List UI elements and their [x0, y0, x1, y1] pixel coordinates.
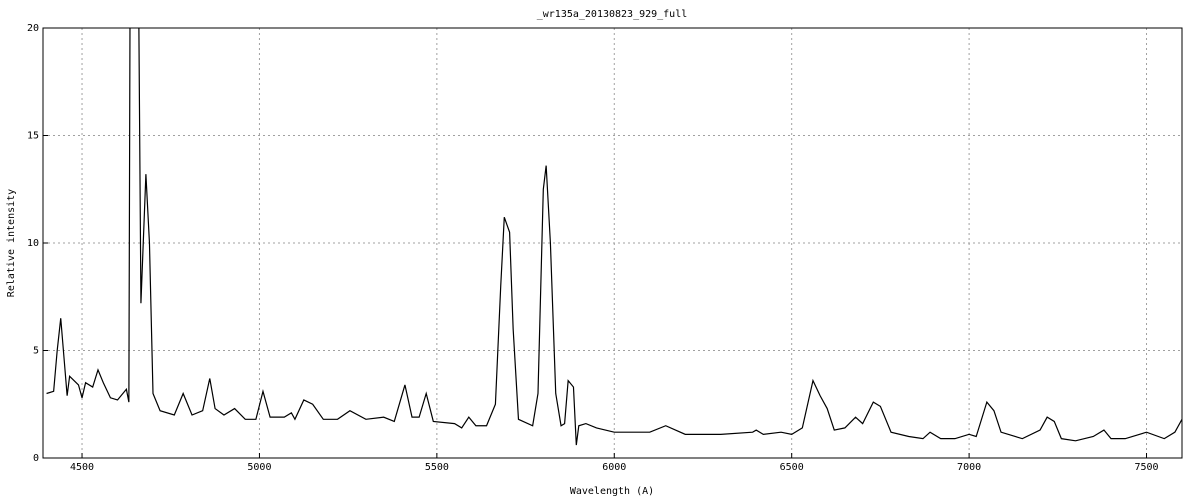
y-tick-label: 10: [27, 238, 39, 249]
y-axis-label: Relative intensity: [6, 189, 17, 297]
y-tick-label: 15: [27, 131, 39, 142]
y-tick-label: 0: [33, 453, 39, 464]
x-tick-label: 6000: [602, 462, 626, 473]
x-tick-label: 5500: [425, 462, 449, 473]
spectrum-line: [46, 28, 1182, 446]
x-tick-label: 4500: [70, 462, 94, 473]
x-tick-label: 7000: [957, 462, 981, 473]
x-tick-label: 7500: [1134, 462, 1158, 473]
y-tick-label: 20: [27, 23, 39, 34]
chart-title: _wr135a_20130823_929_full: [537, 9, 688, 20]
x-tick-label: 6500: [780, 462, 804, 473]
y-tick-label: 5: [33, 346, 39, 357]
plot-frame: [42, 27, 1183, 459]
x-axis-label: Wavelength (A): [570, 486, 654, 497]
x-tick-label: 5000: [247, 462, 271, 473]
